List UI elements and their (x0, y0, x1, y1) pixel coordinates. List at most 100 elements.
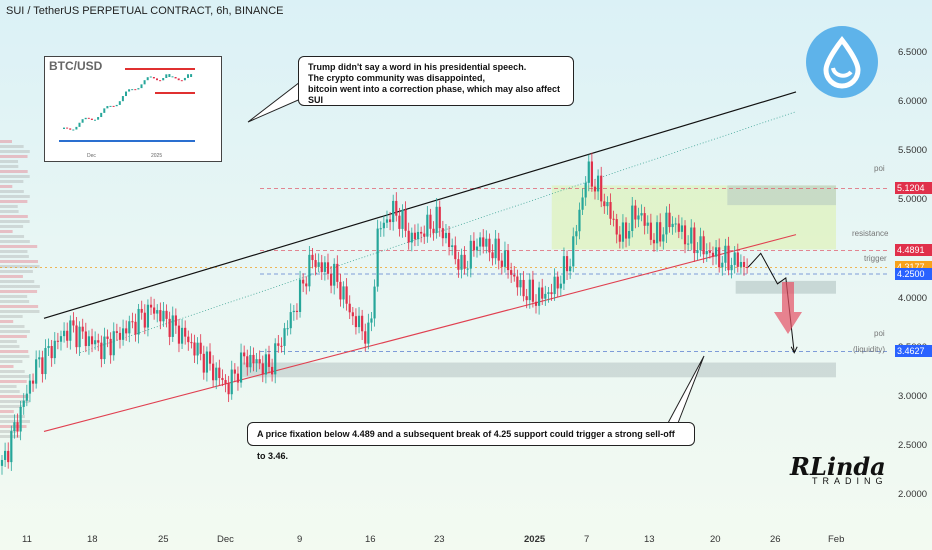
y-tick-label: 5.0000 (898, 194, 928, 206)
callout-news-pointer (247, 81, 313, 123)
inset-candle (75, 126, 78, 130)
candle-body (100, 342, 103, 360)
candle-body (367, 322, 370, 344)
candle-body (339, 281, 342, 300)
watermark-logo: RLinda (790, 452, 886, 481)
candle-body (457, 259, 460, 270)
inset-canvas: Dec 2025 (59, 68, 195, 159)
candle-body (690, 227, 693, 244)
candle-body (50, 346, 53, 359)
level-label-liquidity: (liquidity) (853, 345, 886, 354)
candle-body (364, 331, 367, 344)
candle-body (631, 205, 634, 231)
candle-body (395, 200, 398, 216)
candle-body (236, 373, 240, 383)
candle-body (652, 239, 656, 244)
candle-body (249, 354, 252, 368)
inset-candle (187, 74, 189, 78)
candle-body (488, 238, 491, 253)
inset-candle (69, 128, 72, 130)
volume-profile-bar (0, 315, 23, 318)
candle-body (283, 328, 286, 346)
candle-body (302, 279, 305, 284)
candle-body (634, 205, 637, 220)
inset-candle (183, 77, 186, 81)
candle-body (506, 250, 510, 271)
candle-body (174, 315, 177, 326)
volume-profile-bar (0, 340, 17, 343)
candle-body (742, 261, 746, 267)
candle-body (705, 251, 708, 255)
candle-body (22, 400, 25, 407)
candle-body (590, 161, 593, 187)
candle-body (671, 223, 674, 228)
candle-body (708, 251, 711, 253)
volume-profile-bar (0, 400, 30, 403)
candle-body (112, 331, 115, 356)
volume-profile-bar (0, 365, 14, 368)
candle-body (28, 380, 32, 394)
candle-body (727, 245, 730, 271)
inset-candle (63, 127, 65, 129)
candle-body (578, 209, 581, 232)
volume-profile-bar (0, 170, 28, 173)
volume-profile-bar (0, 330, 30, 333)
volume-profile-bar (0, 430, 17, 433)
candle-body (277, 343, 280, 346)
candle-body (683, 225, 687, 245)
candle-body (655, 222, 659, 244)
candle-body (596, 175, 600, 192)
candle-body (274, 343, 277, 375)
inset-candle (171, 76, 174, 78)
candle-body (466, 268, 469, 270)
candle-body (416, 231, 420, 240)
volume-profile-bar (0, 140, 12, 143)
candle-body (224, 380, 227, 384)
candle-body (13, 422, 16, 432)
candle-body (553, 276, 556, 295)
price-badge: 4.2500 (895, 268, 932, 280)
volume-profile-bar (0, 355, 30, 358)
candle-body (373, 286, 376, 319)
candle-body (357, 315, 361, 328)
volume-profile-bar (0, 410, 14, 413)
chart-title: SUI / TetherUS PERPETUAL CONTRACT, 6h, B… (6, 5, 284, 17)
candle-body (603, 201, 606, 207)
candle-body (522, 279, 525, 297)
candle-body (562, 256, 566, 284)
inset-candle (94, 119, 96, 121)
candle-body (156, 310, 159, 314)
candle-body (31, 380, 35, 384)
candle-body (565, 256, 569, 272)
candle-body (674, 223, 677, 225)
level-label-poi: poi (874, 164, 885, 173)
x-tick-label: 26 (770, 534, 781, 545)
inset-candle (78, 122, 81, 127)
volume-profile-bar (0, 300, 30, 303)
candle-body (59, 336, 63, 342)
volume-profile-bar (0, 360, 23, 363)
candle-body (510, 270, 513, 275)
inset-candle (149, 76, 152, 78)
y-tick-label: 2.5000 (898, 440, 928, 452)
candle-body (680, 225, 684, 232)
volume-profile-bar (0, 200, 28, 203)
candle-body (696, 250, 699, 254)
volume-profile-bar (0, 245, 38, 248)
candle-body (398, 215, 401, 229)
volume-profile-bar (0, 250, 28, 253)
candle-body (25, 393, 28, 401)
candle-body (538, 287, 541, 306)
inset-candle (109, 105, 112, 107)
volume-profile-bar (0, 415, 25, 418)
candle-body (295, 310, 299, 312)
inset-candle (87, 117, 90, 119)
candle-body (482, 237, 485, 247)
candle-body (503, 250, 507, 267)
volume-profile-bar (0, 345, 20, 348)
inset-candle (143, 80, 146, 85)
candle-body (432, 228, 435, 233)
candle-body (463, 254, 466, 269)
candle-body (286, 328, 289, 330)
